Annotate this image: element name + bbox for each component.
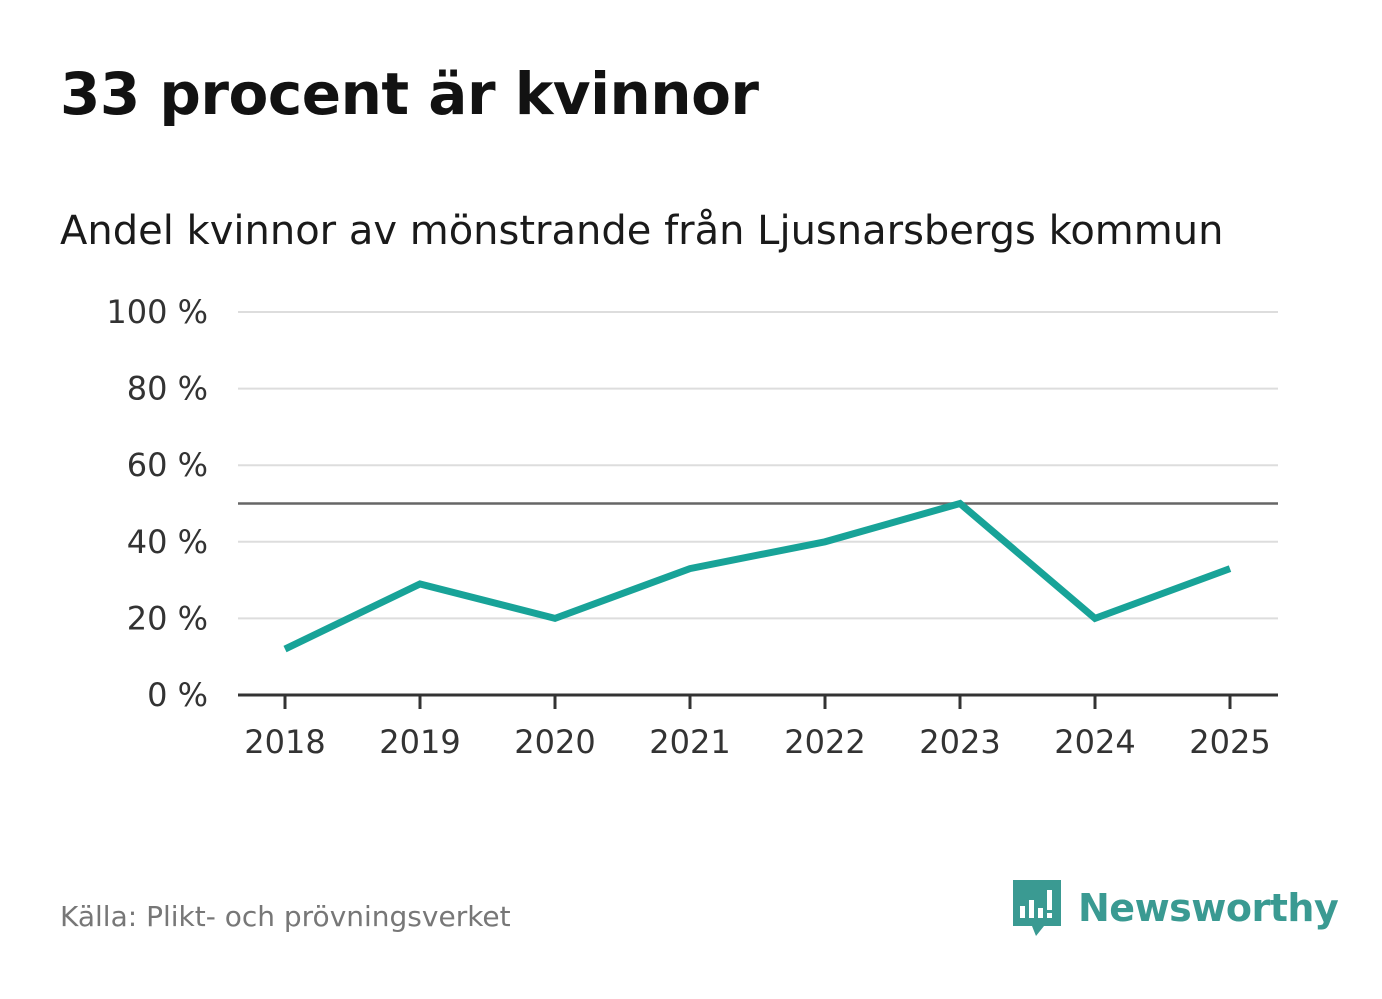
y-tick-label: 40 % (127, 523, 208, 561)
x-tick-label: 2022 (784, 723, 865, 761)
x-tick-label: 2023 (919, 723, 1000, 761)
x-tick-label: 2018 (244, 723, 325, 761)
x-tick-label: 2024 (1054, 723, 1135, 761)
newsworthy-logo-icon (1013, 880, 1061, 936)
x-tick-label: 2020 (514, 723, 595, 761)
series-layer (283, 499, 1232, 653)
y-tick-label: 0 % (147, 676, 208, 714)
x-tick-labels: 2018 2019 2020 2021 2022 2023 2024 2025 (244, 723, 1270, 761)
source-note: Källa: Plikt- och prövningsverket (60, 900, 511, 933)
brand-logo: Newsworthy (1010, 878, 1339, 938)
x-tick-label: 2025 (1189, 723, 1270, 761)
axis-layer (238, 693, 1278, 709)
x-tick-label: 2021 (649, 723, 730, 761)
chart-title: 33 procent är kvinnor (60, 60, 759, 128)
x-tick-label: 2019 (379, 723, 460, 761)
y-tick-label: 60 % (127, 446, 208, 484)
y-tick-label: 80 % (127, 370, 208, 408)
brand-name: Newsworthy (1078, 886, 1339, 930)
chart-subtitle: Andel kvinnor av mönstrande från Ljusnar… (60, 208, 1224, 254)
y-tick-label: 20 % (127, 599, 208, 637)
y-tick-labels: 0 % 20 % 40 % 60 % 80 % 100 % (106, 293, 208, 714)
series-line-0 (283, 499, 1232, 653)
grid-layer (238, 311, 1278, 620)
y-tick-label: 100 % (106, 293, 208, 331)
